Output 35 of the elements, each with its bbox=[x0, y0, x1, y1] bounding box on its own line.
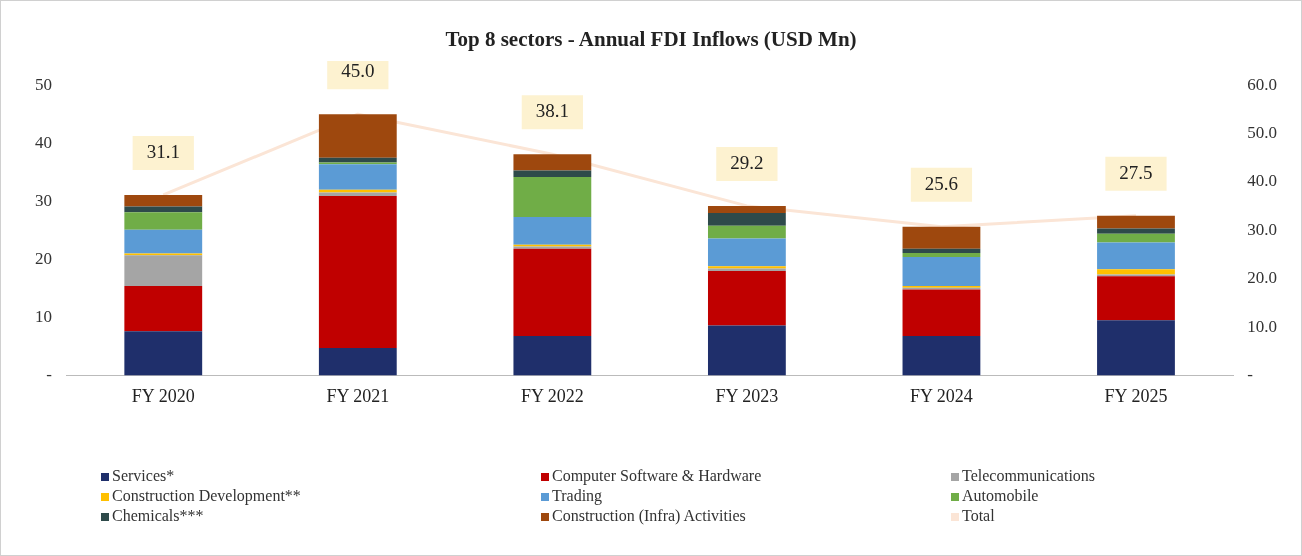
y2-tick-label: 10.0 bbox=[1247, 316, 1277, 336]
x-tick-label: FY 2024 bbox=[910, 385, 973, 406]
y-tick-label: 30 bbox=[35, 190, 52, 210]
legend-label: Computer Software & Hardware bbox=[551, 467, 763, 485]
legend-label: Construction Development** bbox=[111, 487, 302, 505]
y-tick-label: 10 bbox=[35, 306, 52, 326]
legend-label: Trading bbox=[551, 487, 604, 505]
legend-label: Services* bbox=[111, 467, 176, 485]
y2-tick-label: 20.0 bbox=[1247, 268, 1277, 288]
total-label: 27.5 bbox=[1119, 161, 1153, 183]
y2-tick-label: - bbox=[1247, 364, 1254, 384]
legend-label: Chemicals*** bbox=[111, 507, 205, 525]
x-tick-label: FY 2023 bbox=[715, 385, 779, 406]
y2-tick-label: 40.0 bbox=[1247, 171, 1277, 191]
y-tick-label: 50 bbox=[35, 74, 52, 94]
x-tick-label: FY 2020 bbox=[131, 385, 195, 406]
legend-label: Construction (Infra) Activities bbox=[551, 507, 747, 525]
y2-tick-label: 60.0 bbox=[1247, 74, 1277, 94]
x-tick-label: FY 2025 bbox=[1104, 385, 1168, 406]
y-tick-label: - bbox=[46, 364, 53, 384]
x-tick-label: FY 2021 bbox=[326, 385, 390, 406]
y-tick-label: 20 bbox=[35, 248, 52, 268]
y2-tick-label: 50.0 bbox=[1247, 123, 1277, 143]
legend-label: Total bbox=[961, 507, 996, 525]
x-tick-label: FY 2022 bbox=[520, 385, 584, 406]
y-tick-label: 40 bbox=[35, 132, 52, 152]
legend-label: Telecommunications bbox=[961, 467, 1097, 485]
total-label: 29.2 bbox=[730, 151, 764, 173]
total-label: 45.0 bbox=[341, 60, 375, 82]
total-label: 38.1 bbox=[535, 100, 569, 122]
total-label: 31.1 bbox=[146, 140, 180, 162]
y2-tick-label: 30.0 bbox=[1247, 219, 1277, 239]
legend-label: Automobile bbox=[961, 487, 1040, 505]
chart-title: Top 8 sectors - Annual FDI Inflows (USD Mn) bbox=[444, 27, 858, 52]
total-label: 25.6 bbox=[924, 172, 959, 194]
